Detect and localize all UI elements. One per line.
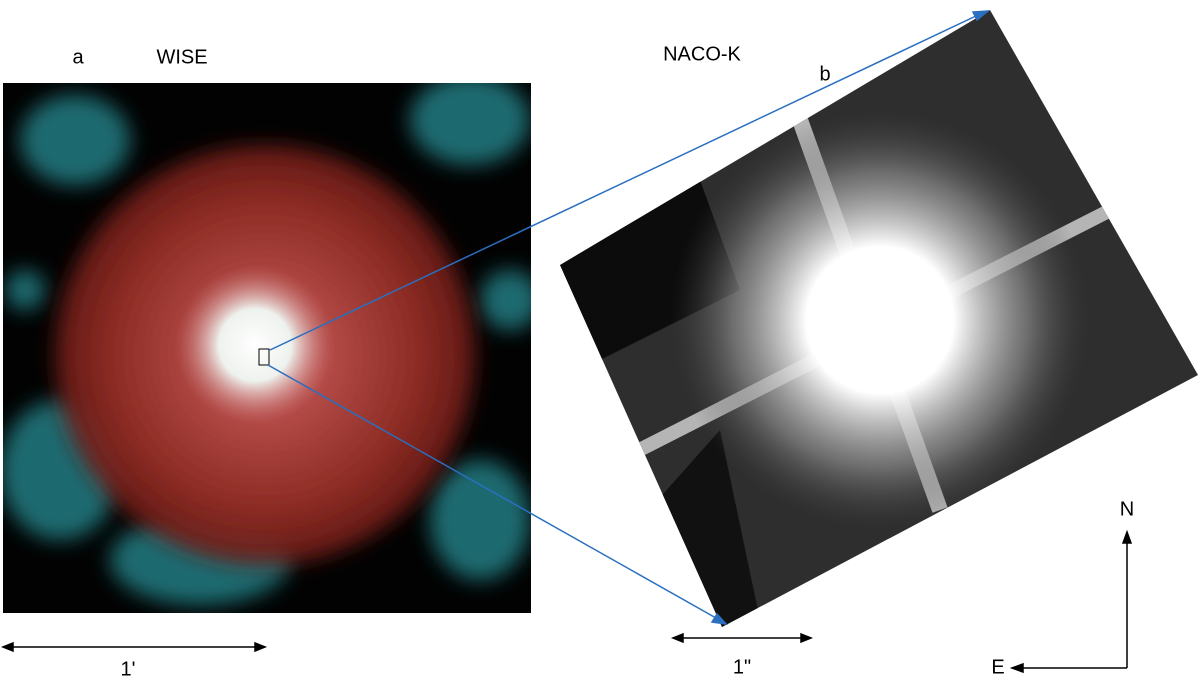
compass [1009,529,1133,674]
compass-label: E [991,656,1004,678]
panel-label: b [819,63,830,85]
connector [267,10,991,626]
panel-label: a [72,46,84,68]
scale-label: 1' [121,658,136,680]
wise-image [3,83,531,613]
zoom-box [258,348,270,366]
scale-label: 1" [733,656,751,678]
naco-image [560,10,1198,627]
panel-title: NACO-K [663,43,741,65]
scale-bar [0,632,814,653]
panel-title: WISE [156,46,207,68]
compass-label: N [1120,498,1134,520]
